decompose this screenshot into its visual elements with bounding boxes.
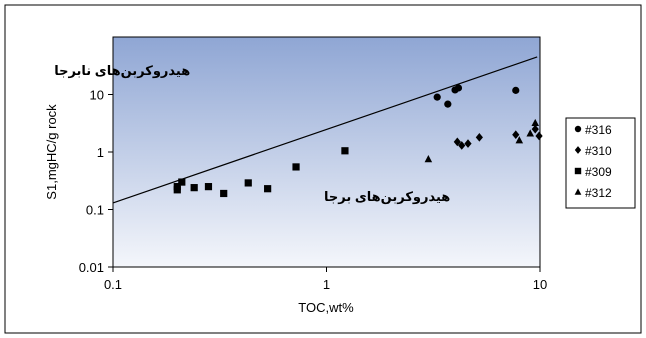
data-point: [535, 131, 543, 141]
y-tick-label: 0.1: [86, 203, 104, 218]
legend-item: #309: [574, 165, 612, 179]
data-point: [433, 93, 441, 101]
data-point: [515, 136, 524, 144]
series-triangle: [424, 118, 540, 163]
data-point: [190, 184, 198, 192]
y-axis-label: S1,mgHC/g rock: [44, 104, 59, 200]
data-point: [178, 178, 186, 186]
x-tick-label: 10: [533, 277, 547, 292]
data-point: [526, 129, 535, 137]
x-axis-label: TOC,wt%: [298, 300, 354, 315]
legend-marker: [574, 125, 582, 133]
x-tick-label: 1: [323, 277, 330, 292]
region-annotation: هیدروکربن‌های برجا: [324, 189, 450, 204]
points-layer: [173, 84, 543, 198]
data-point: [444, 100, 452, 108]
y-tick-label: 10: [90, 88, 104, 103]
data-point: [264, 185, 272, 193]
data-point: [464, 139, 472, 148]
data-point: [220, 189, 228, 198]
legend-item: #310: [574, 144, 612, 158]
legend-item: #316: [574, 123, 612, 137]
data-point: [512, 130, 520, 140]
legend-marker: [574, 146, 582, 154]
data-point: [292, 163, 300, 171]
legend-label: #316: [585, 123, 612, 137]
legend-marker: [574, 167, 582, 175]
data-point: [458, 141, 466, 150]
data-point: [512, 86, 520, 94]
data-point: [454, 84, 463, 92]
legend: #316 #310 #309 #312: [574, 123, 612, 200]
y-tick-label: 0.01: [79, 260, 104, 275]
legend-marker: [574, 188, 582, 195]
plot-area: [112, 36, 541, 268]
series-square: [173, 147, 349, 198]
x-tick-label: 0.1: [104, 277, 122, 292]
data-point: [341, 147, 349, 155]
data-point: [531, 118, 540, 127]
data-point: [204, 183, 213, 191]
legend-label: #312: [585, 186, 612, 200]
data-point: [531, 124, 539, 134]
data-point: [475, 133, 483, 142]
series-diamond: [453, 124, 543, 150]
y-tick-label: 1: [97, 145, 104, 160]
series-circle: [433, 84, 520, 108]
data-point: [424, 155, 433, 163]
legend-label: #309: [585, 165, 612, 179]
data-point: [453, 137, 461, 147]
annotation-layer: هیدروکربن‌های نابرجا هیدروکربن‌های برجا: [54, 63, 450, 204]
legend-label: #310: [585, 144, 612, 158]
region-annotation: هیدروکربن‌های نابرجا: [54, 63, 190, 78]
data-point: [244, 179, 252, 187]
data-point: [173, 183, 181, 191]
legend-item: #312: [574, 186, 612, 200]
